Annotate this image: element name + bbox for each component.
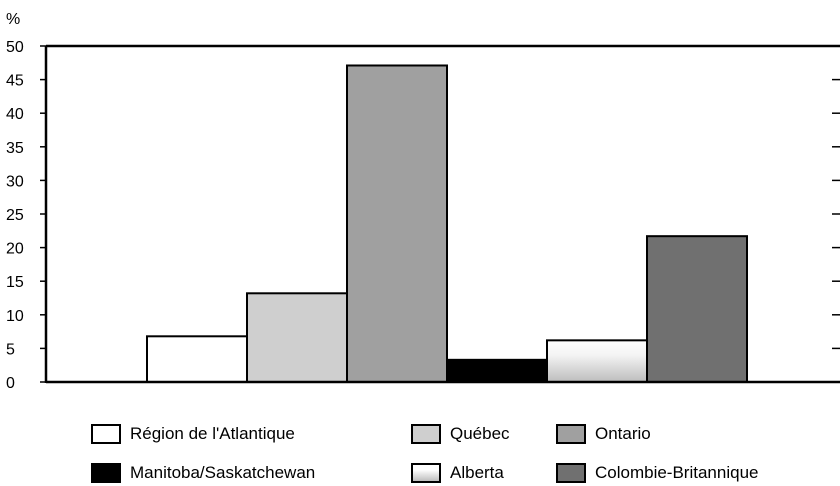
y-tick-label-50: 50: [6, 39, 24, 56]
y-tick-label-5: 5: [6, 341, 15, 358]
bar-ontario: [346, 64, 448, 383]
bar-colombie-britannique: [646, 235, 748, 383]
y-axis-unit-label: %: [6, 11, 20, 28]
y-tick-label-35: 35: [6, 140, 24, 157]
bar-alberta: [546, 339, 648, 383]
y-tick-label-25: 25: [6, 207, 24, 224]
bar-manitoba-saskatchewan: [446, 358, 548, 384]
y-tick-label-45: 45: [6, 73, 24, 90]
bar-r-gion-de-l-atlantique: [146, 335, 248, 383]
y-tick-label-40: 40: [6, 106, 24, 123]
y-tick-label-30: 30: [6, 173, 24, 190]
bar-qu-bec: [246, 292, 348, 383]
y-tick-label-20: 20: [6, 241, 24, 258]
y-tick-label-0: 0: [6, 375, 15, 392]
y-tick-label-10: 10: [6, 308, 24, 325]
y-tick-label-15: 15: [6, 274, 24, 291]
